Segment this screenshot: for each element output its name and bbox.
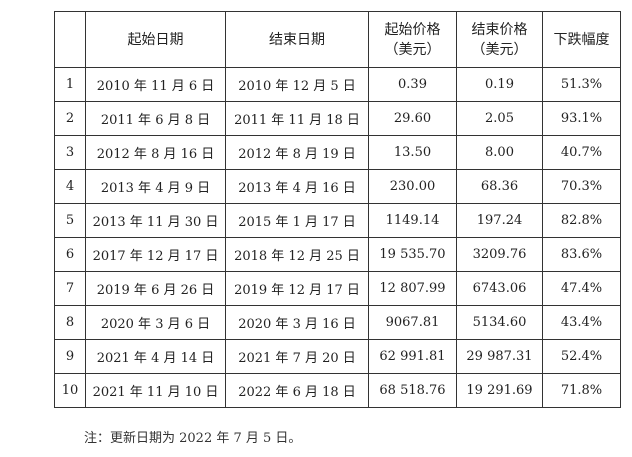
row-end-date: 2018 年 12 月 25 日 [225, 237, 369, 272]
header-decline: 下跌幅度 [542, 11, 621, 68]
row-start-date: 2013 年 11 月 30 日 [85, 203, 226, 238]
row-end-date: 2022 年 6 月 18 日 [225, 373, 369, 408]
row-index: 10 [54, 373, 86, 408]
header-row: 起始日期 结束日期 起始价格 （美元） 结束价格 （美元） 下跌幅度 [54, 11, 621, 68]
row-start-date: 2020 年 3 月 6 日 [85, 305, 226, 340]
row-decline: 51.3% [542, 67, 621, 102]
row-end-date: 2013 年 4 月 16 日 [225, 169, 369, 204]
row-index: 5 [54, 203, 86, 238]
row-end-date: 2020 年 3 月 16 日 [225, 305, 369, 340]
row-end-price: 6743.06 [456, 271, 543, 306]
row-decline: 52.4% [542, 339, 621, 374]
row-decline: 82.8% [542, 203, 621, 238]
header-end-price: 结束价格 （美元） [456, 11, 543, 68]
row-start-price: 68 518.76 [368, 373, 457, 408]
row-start-date: 2010 年 11 月 6 日 [85, 67, 226, 102]
row-start-date: 2012 年 8 月 16 日 [85, 135, 226, 170]
row-start-price: 13.50 [368, 135, 457, 170]
row-start-price: 230.00 [368, 169, 457, 204]
row-end-date: 2012 年 8 月 19 日 [225, 135, 369, 170]
row-index: 4 [54, 169, 86, 204]
row-end-price: 8.00 [456, 135, 543, 170]
row-end-price: 5134.60 [456, 305, 543, 340]
row-decline: 71.8% [542, 373, 621, 408]
row-end-price: 29 987.31 [456, 339, 543, 374]
table-row: 4 2013 年 4 月 9 日 2013 年 4 月 16 日 230.00 … [54, 169, 621, 204]
footnote: 注：更新日期为 2022 年 7 月 5 日。 [84, 431, 302, 446]
header-start-price: 起始价格 （美元） [368, 11, 457, 68]
table-row: 7 2019 年 6 月 26 日 2019 年 12 月 17 日 12 80… [54, 271, 621, 306]
row-start-date: 2017 年 12 月 17 日 [85, 237, 226, 272]
row-decline: 70.3% [542, 169, 621, 204]
row-start-date: 2021 年 4 月 14 日 [85, 339, 226, 374]
row-end-price: 0.19 [456, 67, 543, 102]
row-start-date: 2011 年 6 月 8 日 [85, 101, 226, 136]
table-row: 8 2020 年 3 月 6 日 2020 年 3 月 16 日 9067.81… [54, 305, 621, 340]
row-end-price: 68.36 [456, 169, 543, 204]
header-start-price-unit: （美元） [384, 41, 441, 58]
row-start-price: 19 535.70 [368, 237, 457, 272]
row-start-price: 0.39 [368, 67, 457, 102]
row-index: 9 [54, 339, 86, 374]
row-end-date: 2011 年 11 月 18 日 [225, 101, 369, 136]
table-row: 1 2010 年 11 月 6 日 2010 年 12 月 5 日 0.39 0… [54, 67, 621, 102]
row-start-date: 2019 年 6 月 26 日 [85, 271, 226, 306]
row-decline: 83.6% [542, 237, 621, 272]
row-start-date: 2021 年 11 月 10 日 [85, 373, 226, 408]
table-row: 10 2021 年 11 月 10 日 2022 年 6 月 18 日 68 5… [54, 373, 621, 408]
table-row: 2 2011 年 6 月 8 日 2011 年 11 月 18 日 29.60 … [54, 101, 621, 136]
row-decline: 93.1% [542, 101, 621, 136]
header-end-date: 结束日期 [225, 11, 369, 68]
row-index: 2 [54, 101, 86, 136]
table-row: 9 2021 年 4 月 14 日 2021 年 7 月 20 日 62 991… [54, 339, 621, 374]
row-start-price: 12 807.99 [368, 271, 457, 306]
row-index: 3 [54, 135, 86, 170]
table-row: 6 2017 年 12 月 17 日 2018 年 12 月 25 日 19 5… [54, 237, 621, 272]
row-start-price: 29.60 [368, 101, 457, 136]
price-decline-table: 起始日期 结束日期 起始价格 （美元） 结束价格 （美元） 下跌幅度 1 201… [54, 11, 621, 408]
row-index: 1 [54, 67, 86, 102]
row-end-price: 3209.76 [456, 237, 543, 272]
row-decline: 47.4% [542, 271, 621, 306]
header-index [54, 11, 86, 68]
row-start-price: 9067.81 [368, 305, 457, 340]
header-start-date: 起始日期 [85, 11, 226, 68]
header-end-price-unit: （美元） [471, 41, 528, 58]
row-decline: 43.4% [542, 305, 621, 340]
table-row: 3 2012 年 8 月 16 日 2012 年 8 月 19 日 13.50 … [54, 135, 621, 170]
row-end-date: 2019 年 12 月 17 日 [225, 271, 369, 306]
row-end-price: 197.24 [456, 203, 543, 238]
header-start-price-line1: 起始价格 [384, 21, 441, 38]
row-end-price: 2.05 [456, 101, 543, 136]
row-start-price: 62 991.81 [368, 339, 457, 374]
header-end-price-line1: 结束价格 [471, 21, 528, 38]
row-end-price: 19 291.69 [456, 373, 543, 408]
row-end-date: 2010 年 12 月 5 日 [225, 67, 369, 102]
row-start-date: 2013 年 4 月 9 日 [85, 169, 226, 204]
row-index: 8 [54, 305, 86, 340]
row-index: 6 [54, 237, 86, 272]
row-end-date: 2021 年 7 月 20 日 [225, 339, 369, 374]
row-decline: 40.7% [542, 135, 621, 170]
row-end-date: 2015 年 1 月 17 日 [225, 203, 369, 238]
row-start-price: 1149.14 [368, 203, 457, 238]
row-index: 7 [54, 271, 86, 306]
table-row: 5 2013 年 11 月 30 日 2015 年 1 月 17 日 1149.… [54, 203, 621, 238]
